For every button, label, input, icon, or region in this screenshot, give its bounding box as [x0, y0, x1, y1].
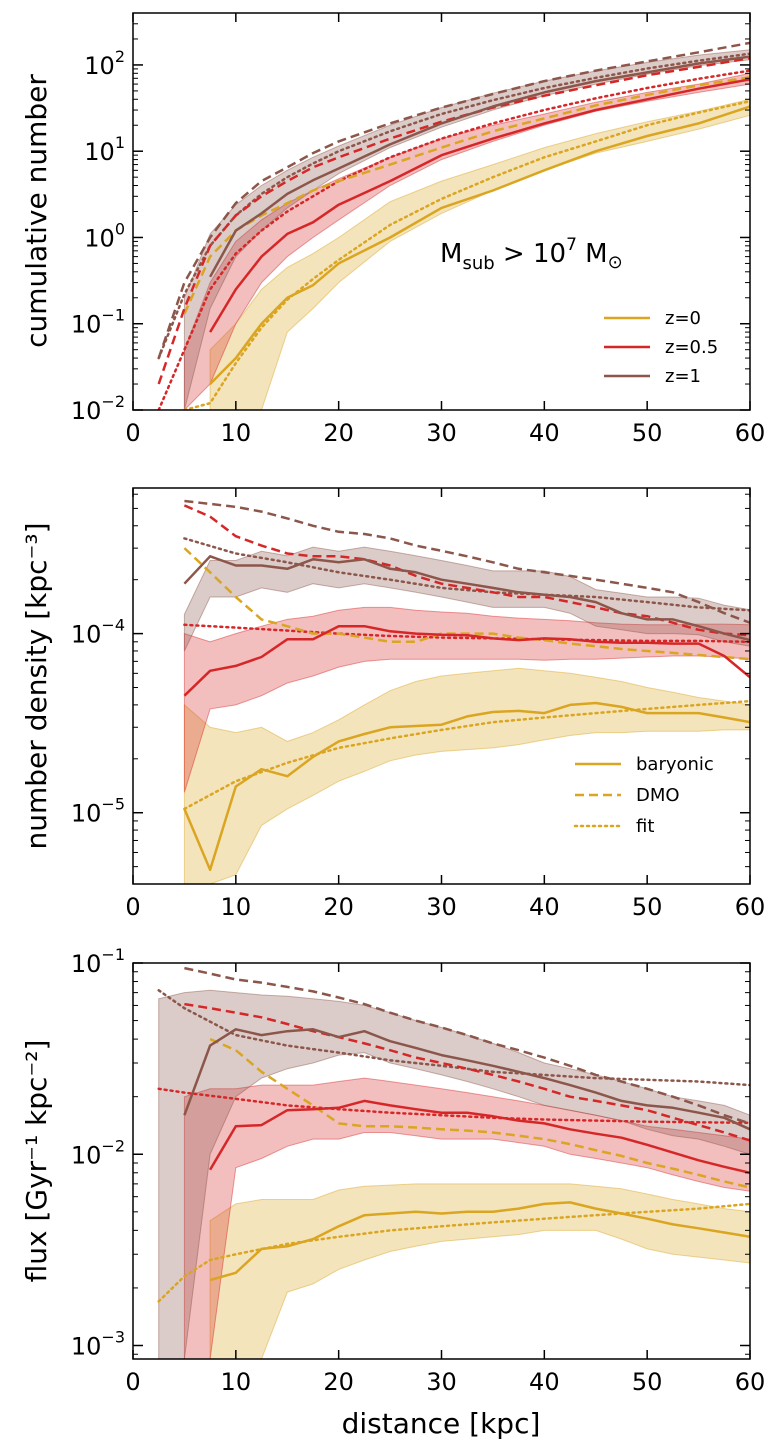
xtick-label: 60 [735, 893, 766, 921]
xtick-label: 50 [632, 893, 663, 921]
ylabel-density: number density [kpc⁻³] [20, 523, 53, 850]
line-flux-baryonic-z0 [209, 1201, 750, 1282]
ticks-flux: 0 10 20 30 40 50 60 10−3 10−2 10−1 [71, 945, 765, 1396]
legend-style: baryonic DMO fit [573, 754, 714, 837]
line-flux-fit-z0 [157, 1202, 750, 1303]
legend-label-z1: z=1 [665, 366, 701, 387]
series-group-cumulative [157, 41, 750, 410]
line-density-fit-z05 [183, 623, 750, 644]
line-cumulative-baryonic-z1 [209, 55, 750, 278]
panel-cumulative: 0 10 20 30 40 50 60 10−2 10−1 100 101 102 cumulativ… [20, 12, 765, 447]
band-density-z1 [183, 546, 750, 652]
line-cumulative-fit-z1 [157, 52, 750, 360]
xtick-label: 10 [221, 1368, 252, 1396]
legend-label-fit: fit [636, 816, 654, 837]
line-density-baryonic-z1 [183, 555, 750, 642]
ticks-cumulative: 0 10 20 30 40 50 60 10−2 10−1 100 101 102 [71, 13, 765, 447]
ylabel-flux: flux [Gyr⁻¹ kpc⁻²] [20, 1040, 53, 1283]
xtick-label: 30 [426, 419, 457, 447]
ytick-label: 10−4 [71, 616, 125, 649]
xtick-label: 0 [125, 1368, 140, 1396]
ytick-label: 10−3 [71, 1328, 125, 1361]
plot-area-flux [157, 966, 750, 1359]
band-flux-z05 [183, 1077, 750, 1359]
ytick-label: 101 [84, 133, 125, 166]
ytick-label: 10−2 [71, 392, 125, 425]
ytick-label: 102 [84, 47, 125, 80]
xtick-label: 20 [323, 1368, 354, 1396]
ann-m: M [440, 239, 462, 269]
xtick-label: 50 [632, 419, 663, 447]
xtick-label: 0 [125, 419, 140, 447]
band-density-z0 [183, 667, 750, 884]
legend-z: z=0 z=0.5 z=1 [604, 308, 718, 387]
ann-rest: > 10 [495, 239, 566, 269]
line-density-dmo-z1 [184, 499, 750, 624]
line-cumulative-dmo-z1 [157, 41, 750, 359]
line-density-baryonic-z0 [183, 701, 750, 872]
xtick-label: 30 [426, 893, 457, 921]
series-group-flux [157, 966, 750, 1359]
legend-label-z05: z=0.5 [665, 337, 718, 358]
band-cumulative-z0 [209, 98, 750, 410]
ytick-label: 10−2 [71, 1136, 125, 1169]
band-flux-z0 [209, 1183, 750, 1359]
xtick-label: 10 [221, 893, 252, 921]
line-flux-dmo-z05 [184, 1002, 750, 1142]
ylabel-cumulative: cumulative number [20, 74, 53, 348]
xtick-label: 40 [529, 893, 560, 921]
line-cumulative-dmo-z0 [183, 75, 750, 315]
band-density-z05 [183, 606, 750, 793]
xtick-label: 40 [529, 1368, 560, 1396]
line-cumulative-fit-z05 [157, 69, 750, 410]
line-density-baryonic-z05 [183, 624, 750, 697]
xlabel-flux: distance [kpc] [342, 1407, 541, 1440]
line-flux-dmo-z0 [209, 1037, 750, 1189]
line-flux-baryonic-z05 [209, 1099, 750, 1175]
xtick-label: 20 [323, 893, 354, 921]
line-density-dmo-z0 [183, 547, 750, 661]
xtick-label: 50 [632, 1368, 663, 1396]
xtick-label: 0 [125, 893, 140, 921]
ticks-density: 0 10 20 30 40 50 60 10−5 10−4 [71, 488, 765, 921]
annotation-msub: Msub > 107 M⊙ [440, 235, 623, 274]
line-flux-fit-z05 [157, 1087, 750, 1125]
line-flux-fit-z1 [157, 989, 750, 1087]
xtick-label: 10 [221, 419, 252, 447]
line-cumulative-fit-z0 [183, 99, 750, 410]
line-cumulative-baryonic-z05 [209, 78, 750, 333]
xtick-label: 60 [735, 1368, 766, 1396]
xtick-label: 30 [426, 1368, 457, 1396]
legend-label-baryonic: baryonic [636, 754, 714, 775]
plot-area-density [183, 499, 750, 884]
xtick-label: 60 [735, 419, 766, 447]
ytick-label: 10−5 [71, 795, 125, 828]
legend-label-dmo: DMO [636, 785, 680, 806]
ann-rest2: M [577, 239, 608, 269]
band-flux-z1 [158, 989, 750, 1359]
plot-area-cumulative [157, 41, 750, 410]
series-group-density [183, 499, 750, 884]
ytick-label: 10−1 [71, 306, 125, 339]
xtick-label: 20 [323, 419, 354, 447]
ann-sub: sub [462, 253, 494, 274]
line-cumulative-baryonic-z0 [209, 105, 750, 385]
line-density-fit-z0 [183, 699, 750, 811]
line-flux-baryonic-z1 [183, 1028, 750, 1131]
line-density-fit-z1 [183, 537, 750, 612]
panel-flux: 0 10 20 30 40 50 60 10−3 10−2 10−1 flux [Gyr⁻¹ kp… [20, 945, 765, 1440]
legend-label-z0: z=0 [665, 308, 701, 329]
ann-sun: ⊙ [608, 252, 623, 273]
ann-exp: 7 [566, 235, 577, 255]
ytick-label: 100 [84, 219, 125, 252]
ytick-label: 10−1 [71, 945, 125, 978]
panel-density: 0 10 20 30 40 50 60 10−5 10−4 number density [kp… [20, 487, 765, 921]
xtick-label: 40 [529, 419, 560, 447]
